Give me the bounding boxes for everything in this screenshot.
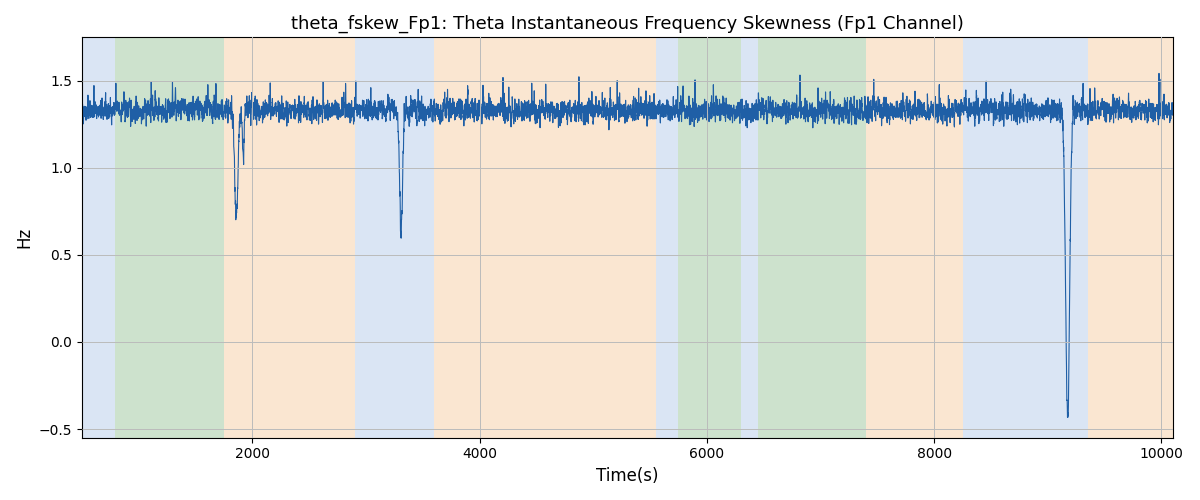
X-axis label: Time(s): Time(s) xyxy=(596,467,659,485)
Bar xyxy=(82,38,115,438)
Bar xyxy=(758,38,866,438)
Bar xyxy=(740,38,758,438)
Bar xyxy=(115,38,224,438)
Bar xyxy=(354,38,434,438)
Bar xyxy=(962,38,1087,438)
Bar xyxy=(224,38,354,438)
Bar xyxy=(655,38,678,438)
Title: theta_fskew_Fp1: Theta Instantaneous Frequency Skewness (Fp1 Channel): theta_fskew_Fp1: Theta Instantaneous Fre… xyxy=(290,15,964,34)
Bar xyxy=(1087,38,1172,438)
Bar xyxy=(866,38,962,438)
Bar xyxy=(434,38,655,438)
Y-axis label: Hz: Hz xyxy=(14,227,34,248)
Bar xyxy=(678,38,740,438)
